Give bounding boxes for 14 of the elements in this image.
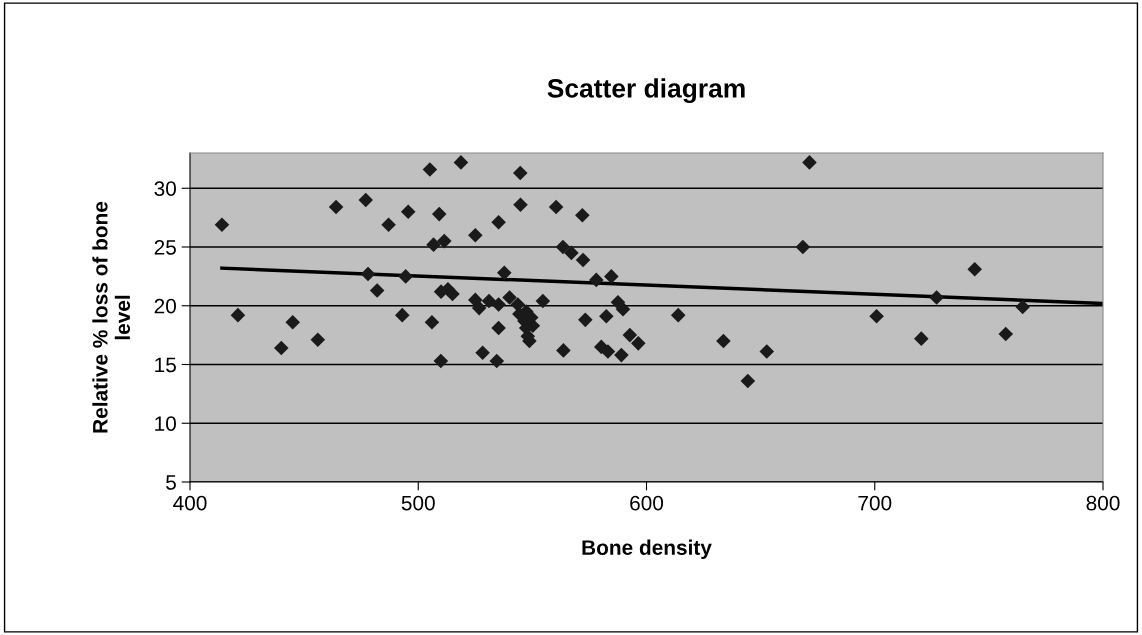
x-axis-title: Bone density: [582, 539, 712, 560]
y-axis-title: Relative % loss of bone level: [92, 201, 131, 433]
y-tick-label: 5: [166, 475, 176, 490]
y-tick-label: 30: [154, 181, 176, 196]
x-tick-label: 800: [1086, 495, 1120, 511]
x-tick-label: 500: [401, 495, 435, 511]
x-tick-label: 400: [173, 495, 207, 511]
x-tick-label: 600: [630, 495, 664, 511]
y-tick-label: 10: [155, 416, 176, 431]
chart-title: Scatter diagram: [547, 78, 745, 104]
y-tick-label: 25: [154, 240, 176, 255]
x-tick-label: 700: [858, 495, 892, 511]
y-tick-label: 15: [155, 357, 176, 373]
y-tick-label: 20: [154, 298, 176, 314]
